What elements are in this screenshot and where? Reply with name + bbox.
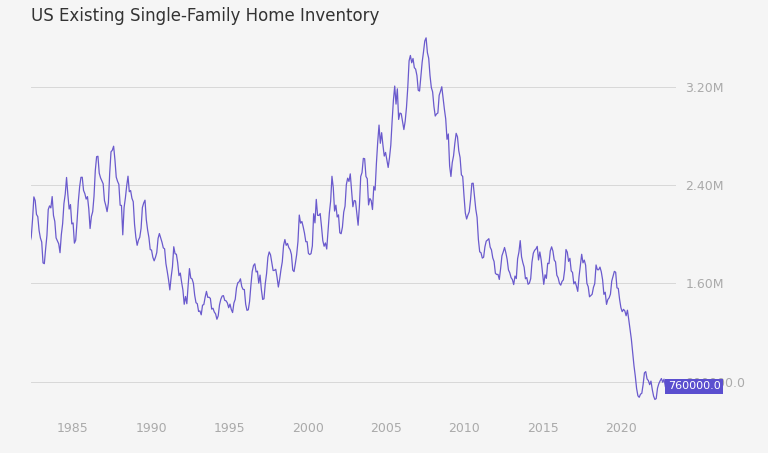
Text: 760000.0: 760000.0 [667,381,720,391]
Text: US Existing Single-Family Home Inventory: US Existing Single-Family Home Inventory [31,7,379,24]
